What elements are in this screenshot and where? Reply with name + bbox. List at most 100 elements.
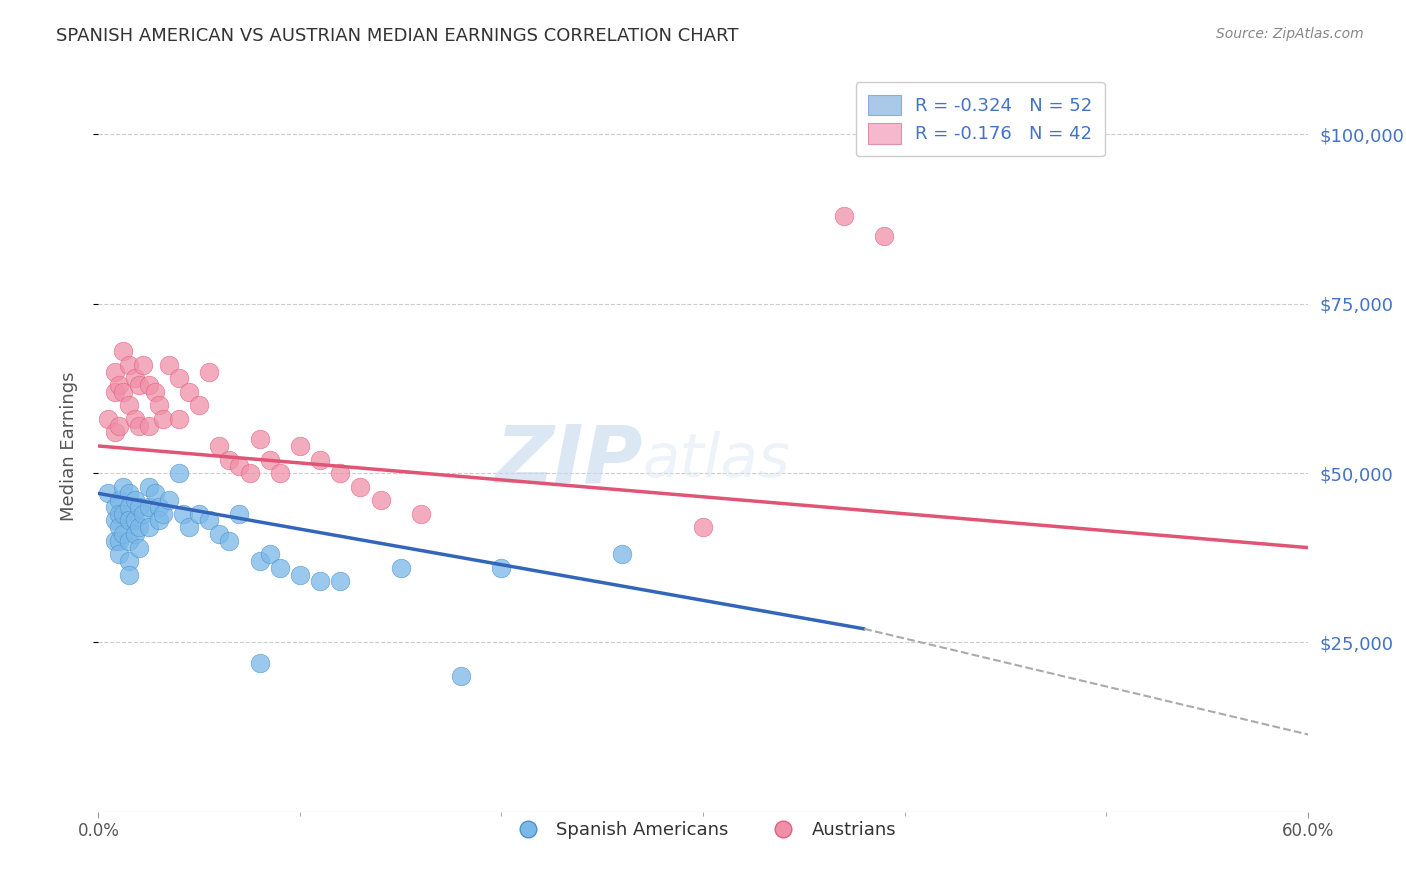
Point xyxy=(259,547,281,561)
Point xyxy=(103,514,125,528)
Point xyxy=(218,452,240,467)
Point xyxy=(111,507,134,521)
Point xyxy=(157,358,180,372)
Point xyxy=(103,384,125,399)
Point xyxy=(111,527,134,541)
Point xyxy=(124,527,146,541)
Point xyxy=(167,466,190,480)
Point xyxy=(128,378,150,392)
Point xyxy=(124,412,146,426)
Point xyxy=(188,398,211,412)
Text: atlas: atlas xyxy=(643,431,790,490)
Point xyxy=(111,344,134,359)
Point xyxy=(389,561,412,575)
Point xyxy=(138,500,160,514)
Point xyxy=(269,561,291,575)
Point xyxy=(143,384,166,399)
Point xyxy=(409,507,432,521)
Point xyxy=(107,520,129,534)
Point xyxy=(172,507,194,521)
Point xyxy=(103,500,125,514)
Point xyxy=(832,209,855,223)
Point xyxy=(228,507,250,521)
Point xyxy=(132,358,155,372)
Point xyxy=(873,229,896,244)
Point xyxy=(107,507,129,521)
Text: ZIP: ZIP xyxy=(495,422,643,500)
Point xyxy=(218,533,240,548)
Point xyxy=(208,439,231,453)
Point xyxy=(269,466,291,480)
Point xyxy=(124,493,146,508)
Point xyxy=(148,514,170,528)
Point xyxy=(198,364,221,378)
Point xyxy=(179,384,201,399)
Point xyxy=(107,418,129,433)
Point xyxy=(138,480,160,494)
Point xyxy=(288,567,311,582)
Point xyxy=(118,398,141,412)
Point xyxy=(118,567,141,582)
Point xyxy=(128,541,150,555)
Point xyxy=(103,364,125,378)
Point xyxy=(128,500,150,514)
Point xyxy=(118,358,141,372)
Point xyxy=(124,371,146,385)
Point xyxy=(111,480,134,494)
Point xyxy=(107,547,129,561)
Point xyxy=(128,520,150,534)
Point xyxy=(208,527,231,541)
Point xyxy=(148,500,170,514)
Point xyxy=(118,533,141,548)
Point xyxy=(97,486,120,500)
Point xyxy=(152,412,174,426)
Point xyxy=(143,486,166,500)
Point xyxy=(370,493,392,508)
Point xyxy=(249,432,271,446)
Point xyxy=(450,669,472,683)
Point xyxy=(167,371,190,385)
Point xyxy=(103,533,125,548)
Point xyxy=(118,554,141,568)
Point xyxy=(188,507,211,521)
Point xyxy=(138,520,160,534)
Point xyxy=(329,574,352,589)
Point xyxy=(167,412,190,426)
Point xyxy=(118,500,141,514)
Point xyxy=(132,507,155,521)
Point xyxy=(198,514,221,528)
Point xyxy=(138,418,160,433)
Point xyxy=(249,554,271,568)
Point xyxy=(107,378,129,392)
Point xyxy=(288,439,311,453)
Point xyxy=(128,418,150,433)
Legend: Spanish Americans, Austrians: Spanish Americans, Austrians xyxy=(502,814,904,847)
Point xyxy=(148,398,170,412)
Text: SPANISH AMERICAN VS AUSTRIAN MEDIAN EARNINGS CORRELATION CHART: SPANISH AMERICAN VS AUSTRIAN MEDIAN EARN… xyxy=(56,27,738,45)
Point xyxy=(103,425,125,440)
Point xyxy=(157,493,180,508)
Point xyxy=(228,459,250,474)
Point xyxy=(152,507,174,521)
Point xyxy=(107,493,129,508)
Point xyxy=(239,466,262,480)
Point xyxy=(179,520,201,534)
Point xyxy=(118,514,141,528)
Point xyxy=(138,378,160,392)
Point xyxy=(107,533,129,548)
Point xyxy=(249,656,271,670)
Point xyxy=(692,520,714,534)
Point xyxy=(309,452,332,467)
Point xyxy=(97,412,120,426)
Point xyxy=(259,452,281,467)
Point xyxy=(612,547,634,561)
Point xyxy=(118,486,141,500)
Point xyxy=(111,384,134,399)
Y-axis label: Median Earnings: Median Earnings xyxy=(59,371,77,521)
Point xyxy=(491,561,513,575)
Point xyxy=(309,574,332,589)
Point xyxy=(329,466,352,480)
Point xyxy=(349,480,371,494)
Point xyxy=(124,514,146,528)
Text: Source: ZipAtlas.com: Source: ZipAtlas.com xyxy=(1216,27,1364,41)
